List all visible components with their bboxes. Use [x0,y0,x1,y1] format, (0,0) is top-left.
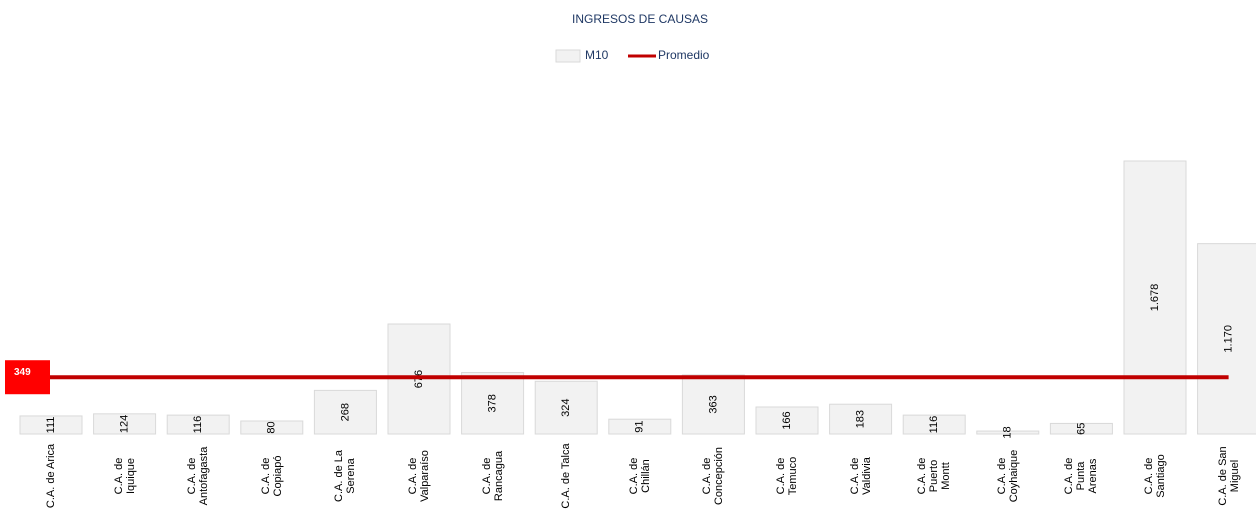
x-tick-label: C.A. de Valdivia [848,457,873,495]
data-label: 1.170 [1223,325,1235,353]
data-label: 111 [45,417,57,434]
average-label: 349 [14,367,31,378]
x-tick-label: C.A. de San Miguel [1216,446,1241,506]
average-label-box [5,360,50,395]
x-tick-label: C.A. de Coyhaique [995,449,1020,503]
bar [166,414,230,435]
bar [313,389,377,435]
x-tick-label: C.A. de Arica [45,443,57,509]
bar [19,415,83,435]
x-tick-label: C.A. de La Serena [333,450,358,502]
data-label: 116 [192,416,204,434]
data-label: 324 [560,398,572,416]
data-label: 268 [339,403,351,421]
x-tick-label: C.A. de Iquique [112,457,137,495]
data-label: 18 [1002,426,1014,438]
bar [240,420,304,435]
x-tick-label: C.A. de Puerto Montt [916,457,953,495]
x-tick-label: C.A. de Talca [560,443,573,509]
data-label: 116 [928,416,940,434]
data-label: 91 [634,420,646,432]
x-tick-label: C.A. de Punta Arenas [1063,457,1100,495]
bar [1197,243,1256,435]
data-label: 363 [707,395,719,413]
x-tick-label: C.A. de Valparaíso [407,450,431,502]
legend-label: M10 [585,48,609,62]
x-tick-label: C.A. de Santiago [1143,454,1167,498]
bar [829,403,893,435]
data-label: 183 [855,410,867,428]
x-tick-label: C.A. de Rancagua [480,450,505,502]
x-tick-label: C.A. de Copiapó [259,455,284,497]
data-label: 166 [781,411,793,429]
x-tick-label: C.A. de Antofagasta [186,446,211,506]
legend-label: Promedio [658,48,710,62]
data-label: 1.678 [1149,284,1161,312]
chart-title: INGRESOS DE CAUSAS [572,12,708,26]
bar [755,406,819,435]
bar [976,430,1040,435]
data-label: 65 [1075,423,1087,435]
data-label: 124 [119,415,131,433]
bar [461,372,525,435]
bar [902,414,966,435]
x-tick-label: C.A. de Chillán [627,457,652,495]
bar [681,374,745,435]
legend-swatch-bars [555,49,581,63]
bar [608,418,672,435]
bar [1123,160,1187,435]
data-label: 378 [487,394,499,412]
bar [93,413,157,435]
bar [534,380,598,435]
data-label: 80 [266,421,278,433]
x-tick-label: C.A. de Temuco [775,456,799,496]
x-tick-label: C.A. de Concepción [701,446,726,506]
bar [1049,422,1113,435]
